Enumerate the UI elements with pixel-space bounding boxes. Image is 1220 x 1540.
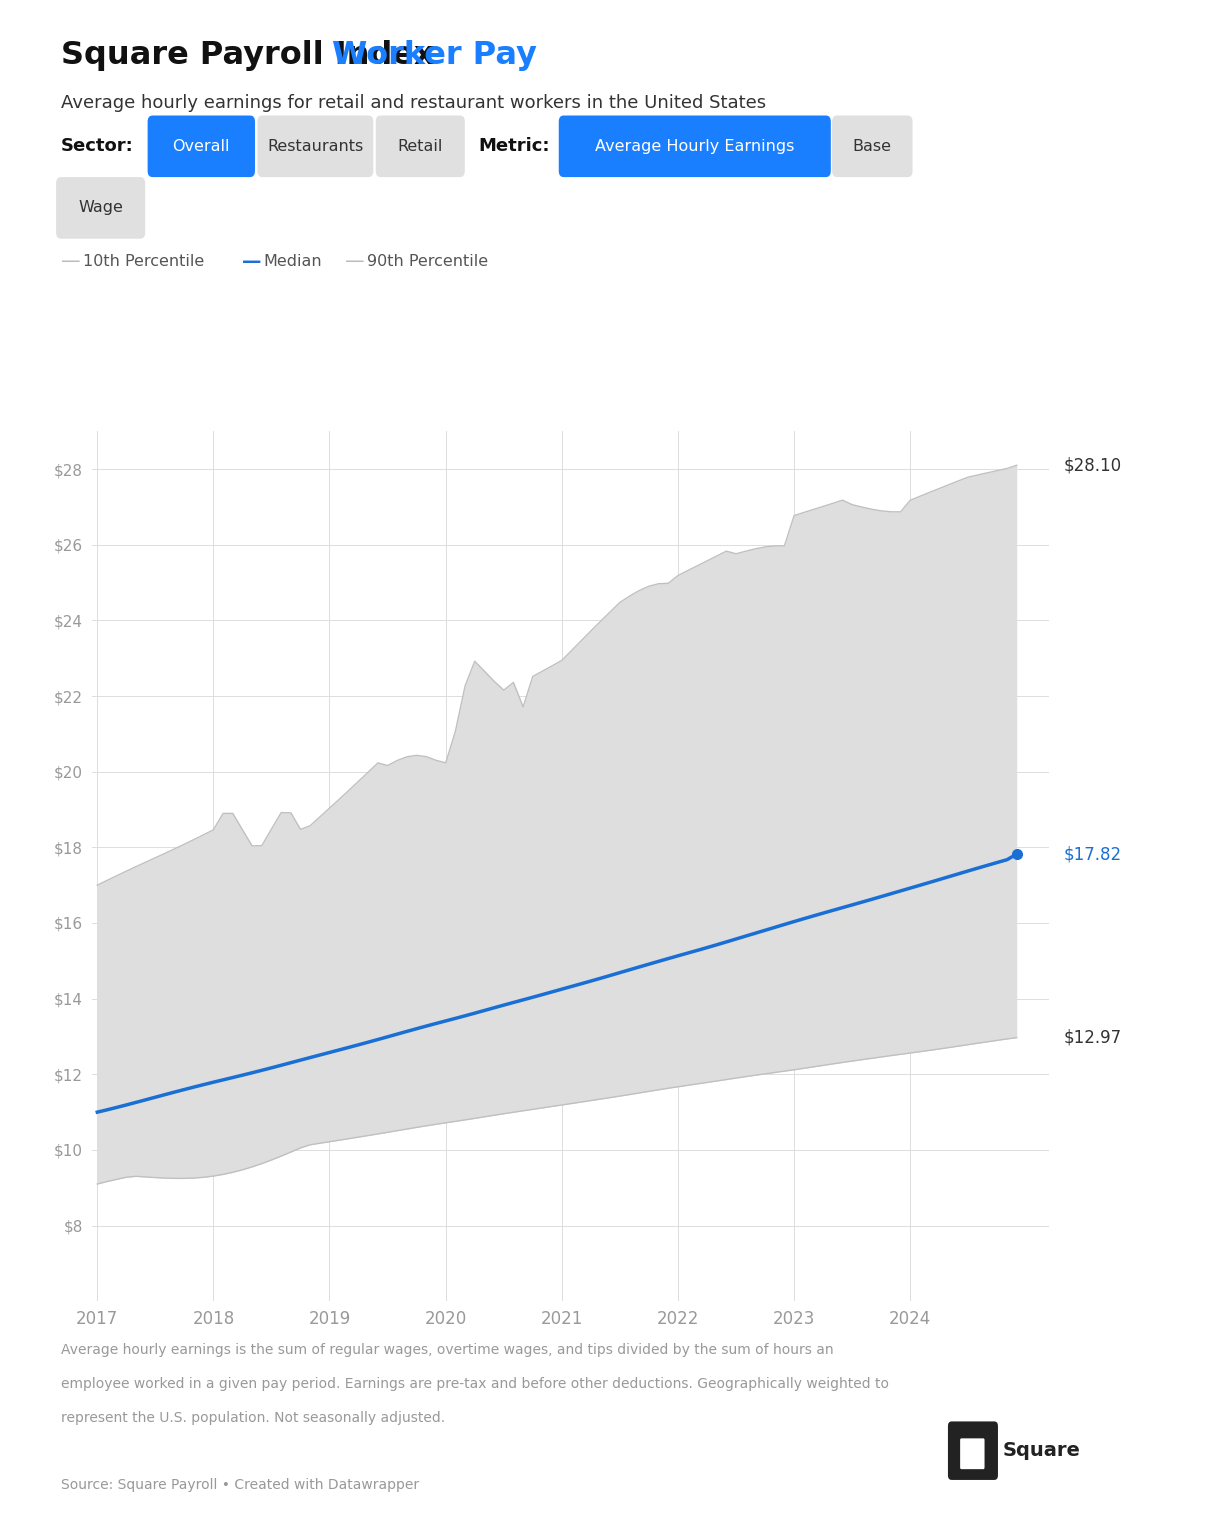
Text: Overall: Overall: [172, 139, 231, 154]
Text: Metric:: Metric:: [478, 137, 550, 156]
Text: Square: Square: [1003, 1441, 1081, 1460]
Text: Source: Square Payroll • Created with Datawrapper: Source: Square Payroll • Created with Da…: [61, 1478, 420, 1492]
Text: Sector:: Sector:: [61, 137, 134, 156]
Text: Worker Pay: Worker Pay: [332, 40, 537, 71]
Text: Retail: Retail: [398, 139, 443, 154]
Text: —: —: [61, 253, 81, 271]
Text: Restaurants: Restaurants: [267, 139, 364, 154]
Text: $28.10: $28.10: [1064, 456, 1122, 474]
Text: employee worked in a given pay period. Earnings are pre-tax and before other ded: employee worked in a given pay period. E…: [61, 1377, 889, 1391]
Text: Average hourly earnings for retail and restaurant workers in the United States: Average hourly earnings for retail and r…: [61, 94, 766, 112]
Text: Average Hourly Earnings: Average Hourly Earnings: [595, 139, 794, 154]
Text: Square Payroll Index: Square Payroll Index: [61, 40, 445, 71]
Text: Average hourly earnings is the sum of regular wages, overtime wages, and tips di: Average hourly earnings is the sum of re…: [61, 1343, 833, 1357]
Text: Wage: Wage: [78, 200, 123, 216]
Text: $17.82: $17.82: [1064, 845, 1122, 862]
Text: represent the U.S. population. Not seasonally adjusted.: represent the U.S. population. Not seaso…: [61, 1411, 445, 1424]
Text: —: —: [242, 253, 261, 271]
Text: Base: Base: [853, 139, 892, 154]
Text: —: —: [345, 253, 365, 271]
Text: Median: Median: [264, 254, 322, 270]
Text: 10th Percentile: 10th Percentile: [83, 254, 204, 270]
Text: $12.97: $12.97: [1064, 1029, 1122, 1047]
Text: 90th Percentile: 90th Percentile: [367, 254, 488, 270]
